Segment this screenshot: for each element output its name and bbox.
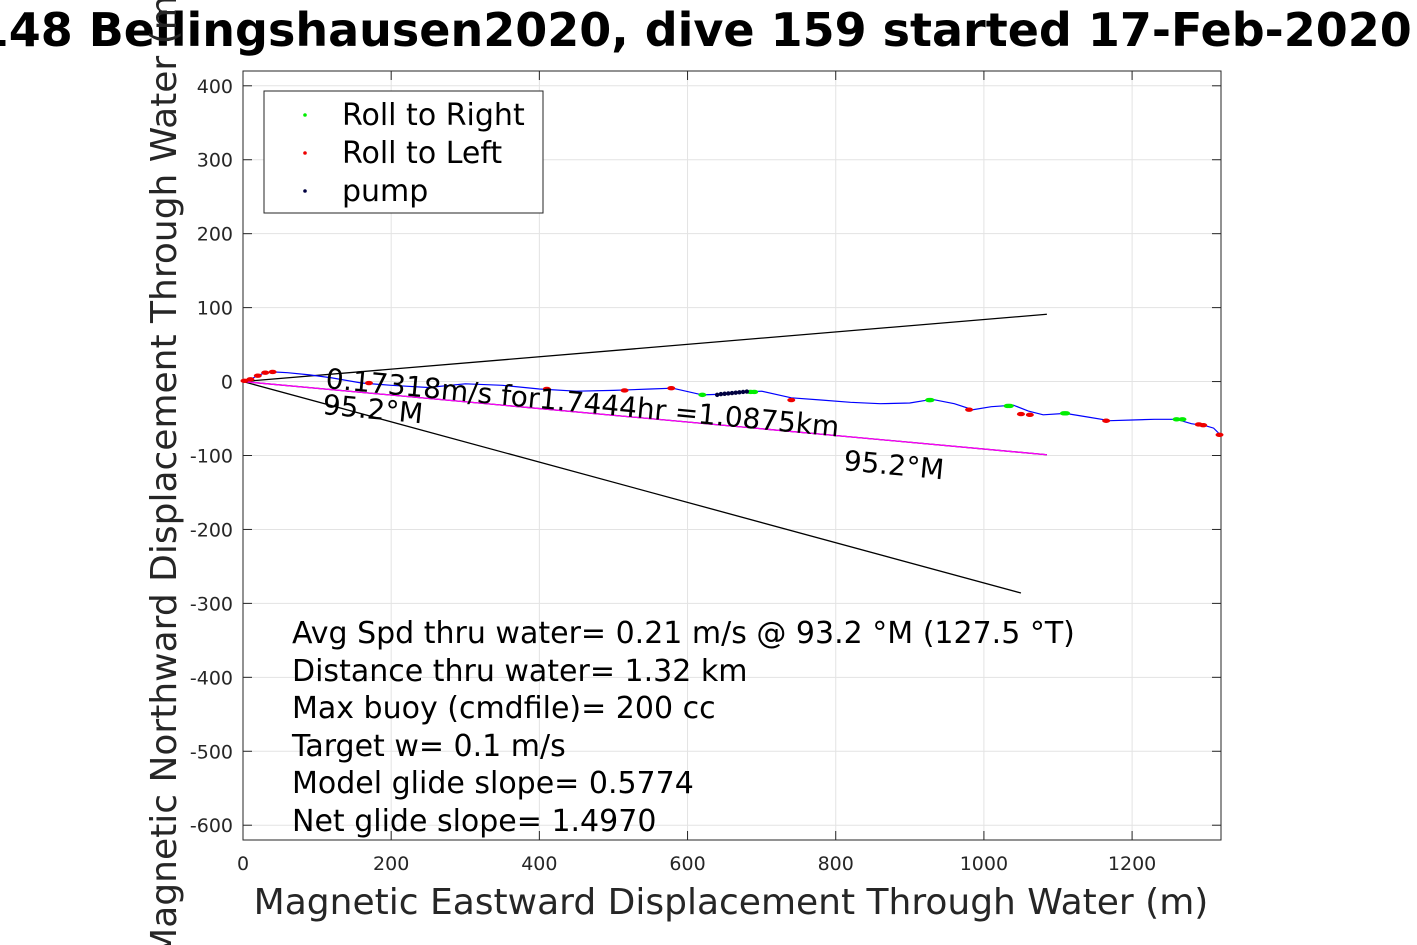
- roll-left-point: [1215, 432, 1224, 437]
- roll-right-point: [926, 397, 935, 403]
- pump-point: [744, 389, 750, 394]
- roll-left-point: [268, 369, 277, 375]
- x-axis-label: Magnetic Eastward Displacement Through W…: [254, 882, 1209, 923]
- roll-markers: [240, 369, 1224, 437]
- pump-point: [733, 390, 738, 395]
- roll-left-point: [1016, 411, 1025, 417]
- roll-right-point: [1062, 411, 1071, 416]
- y-tick-label: 300: [197, 150, 233, 172]
- stat-max-buoy: Max buoy (cmdfile)= 200 cc: [292, 691, 716, 726]
- y-tick-label: 0: [221, 372, 233, 394]
- x-tick-label: 1000: [960, 853, 1008, 875]
- stat-net-glide-slope: Net glide slope= 1.4970: [292, 804, 656, 839]
- legend-marker-roll-right: [303, 113, 307, 117]
- grid: [242, 71, 1221, 840]
- heading-annotation-end: 95.2°M: [842, 444, 945, 486]
- legend: Roll to Right Roll to Left pump: [263, 90, 544, 214]
- roll-left-point: [667, 386, 676, 391]
- y-tick-label: 400: [197, 76, 233, 98]
- roll-right-point: [698, 392, 707, 398]
- legend-marker-roll-left: [303, 151, 307, 155]
- roll-left-point: [965, 407, 974, 412]
- y-tick-label: -400: [190, 667, 233, 689]
- roll-left-point: [364, 380, 373, 386]
- y-tick-label: -300: [190, 593, 233, 615]
- y-tick-label: 200: [197, 224, 233, 246]
- x-tick-label: 0: [237, 853, 249, 875]
- roll-right-point: [1005, 403, 1014, 409]
- roll-left-point: [1025, 412, 1034, 418]
- pump-point: [726, 391, 731, 396]
- annotations: 0.17318m/s for1.7444hr =1.0875km 95.2°M …: [321, 362, 945, 486]
- stat-model-glide-slope: Model glide slope= 0.5774: [292, 766, 694, 801]
- legend-label-pump: pump: [342, 174, 428, 209]
- roll-right-point: [750, 389, 759, 395]
- pump-point: [722, 391, 727, 396]
- legend-label-roll-left: Roll to Left: [342, 136, 502, 171]
- x-tick-label: 200: [373, 853, 409, 875]
- pump-point: [718, 391, 724, 397]
- roll-right-point: [1178, 417, 1187, 422]
- y-tick-label: -200: [190, 519, 233, 541]
- dive-statistics: Avg Spd thru water= 0.21 m/s @ 93.2 °M (…: [291, 616, 1075, 839]
- roll-right-point: [1172, 417, 1181, 422]
- reference-line-3: [242, 380, 1047, 456]
- roll-left-point: [542, 386, 551, 392]
- x-tick-label: 400: [521, 853, 557, 875]
- y-tick-label: 100: [197, 298, 233, 320]
- axis-ticks: 0 200 400 600 800 1000 12004003002001000-100-2…: [190, 71, 1221, 875]
- legend-label-roll-right: Roll to Right: [342, 98, 525, 133]
- stat-avg-speed: Avg Spd thru water= 0.21 m/s @ 93.2 °M (…: [292, 616, 1075, 651]
- reference-line-1: [242, 380, 1022, 594]
- pump-point: [740, 389, 746, 395]
- roll-left-point: [261, 370, 270, 375]
- y-tick-label: -600: [190, 815, 233, 837]
- roll-left-point: [620, 388, 629, 393]
- x-tick-label: 800: [818, 853, 854, 875]
- y-axis-label: Magnetic Northward Displacement Through …: [144, 0, 185, 945]
- x-tick-label: 600: [669, 853, 705, 875]
- stat-target-w: Target w= 0.1 m/s: [291, 729, 566, 764]
- y-tick-label: -100: [190, 446, 233, 468]
- x-tick-label: 1200: [1108, 853, 1156, 875]
- reference-line-0: [242, 313, 1047, 383]
- legend-box: [263, 90, 544, 214]
- pump-point: [714, 392, 720, 398]
- roll-left-point: [253, 373, 262, 378]
- legend-marker-pump: [303, 189, 307, 193]
- roll-left-point: [1102, 418, 1111, 423]
- pump-point: [729, 390, 735, 396]
- reference-lines: [242, 313, 1047, 594]
- roll-left-point: [246, 377, 255, 382]
- roll-left-point: [787, 397, 796, 403]
- pump-point: [737, 390, 742, 395]
- roll-left-point: [1199, 422, 1208, 428]
- stat-distance: Distance thru water= 1.32 km: [292, 654, 747, 689]
- chart-title: SG148 Bellingshausen2020, dive 159 start…: [0, 3, 1417, 57]
- y-tick-label: -500: [190, 741, 233, 763]
